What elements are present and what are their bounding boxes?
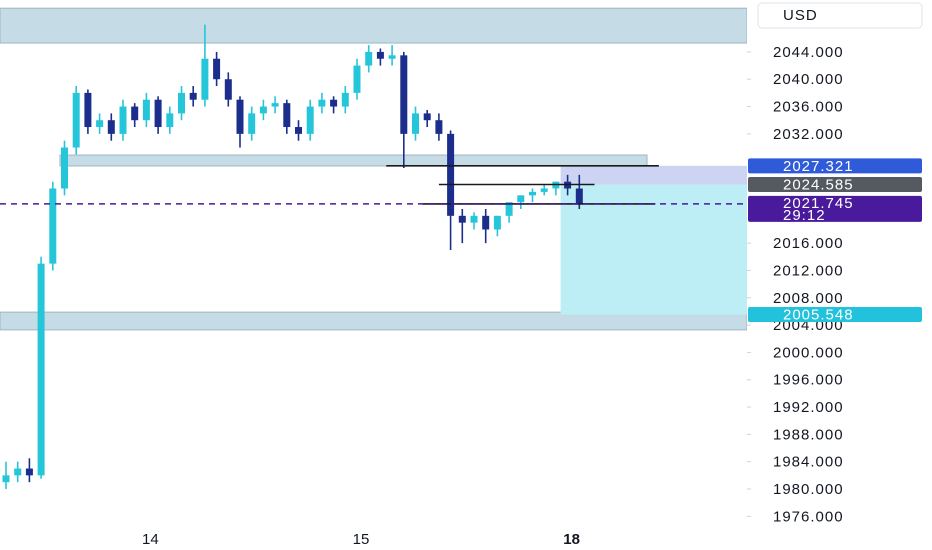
candle-body <box>283 103 291 128</box>
candle-body <box>2 475 10 483</box>
candle-body <box>201 58 209 100</box>
candle-body <box>493 215 501 230</box>
y-tick-label: 1996.000 <box>773 372 844 389</box>
candle-body <box>400 55 408 134</box>
zones <box>0 7 748 331</box>
position-tool <box>560 165 747 315</box>
candle-body <box>306 106 314 134</box>
price-badge <box>748 158 922 174</box>
candle-body <box>447 133 455 216</box>
candle-body <box>353 65 361 93</box>
y-tick-label: 1976.000 <box>773 508 844 525</box>
candle-body <box>96 120 104 128</box>
y-tick-label: 1980.000 <box>773 481 844 498</box>
candle-body <box>142 99 150 121</box>
candle-body <box>458 215 466 223</box>
y-tick-label: 2032.000 <box>773 126 844 143</box>
candle-body <box>517 195 525 203</box>
time-axis: 14 15 18 <box>142 531 580 548</box>
candle-body <box>271 103 279 107</box>
y-tick-label: 1988.000 <box>773 426 844 443</box>
candle-body <box>482 215 490 230</box>
candle-body <box>529 191 536 196</box>
zone <box>59 154 648 167</box>
y-tick-label: 1984.000 <box>773 454 844 471</box>
candle-body <box>14 468 22 476</box>
candle-body <box>259 106 267 114</box>
candle-body <box>412 113 419 134</box>
candles <box>2 24 583 490</box>
candle-body <box>178 92 185 114</box>
candle-body <box>224 79 232 100</box>
x-tick-label: 18 <box>563 531 580 548</box>
candle-body <box>330 99 338 107</box>
currency: USD <box>783 7 818 24</box>
price-axis: 1976.000 1980.000 1984.000 1988.000 1992.000… <box>747 44 844 525</box>
y-tick-label: 1992.000 <box>773 399 844 416</box>
price-axis-panel <box>747 0 932 550</box>
price-badge <box>748 195 922 222</box>
price-badge-label: 2021.745 <box>783 195 854 212</box>
candle-body <box>131 106 139 121</box>
candle-body <box>72 92 80 148</box>
price-badge-label: 2027.321 <box>783 158 854 175</box>
candle-body <box>295 127 302 134</box>
candle-body <box>49 188 57 264</box>
price-badge-label: 2024.585 <box>783 176 854 193</box>
candle-body <box>84 92 92 128</box>
candle-body <box>189 92 197 100</box>
y-tick-label: 2044.000 <box>773 44 844 61</box>
candle-body <box>37 263 45 476</box>
candle-body <box>423 113 431 121</box>
candle-body <box>318 99 326 107</box>
y-tick-label: 2016.000 <box>773 235 844 252</box>
candle-body <box>107 120 115 134</box>
candle-body <box>575 188 583 204</box>
candle-body <box>248 113 256 134</box>
y-tick-label: 2040.000 <box>773 71 844 88</box>
currency-box[interactable] <box>757 2 923 29</box>
y-tick-label: 2008.000 <box>773 290 844 307</box>
y-tick-label: 2012.000 <box>773 262 844 279</box>
x-tick-label: 15 <box>353 531 370 548</box>
target-area <box>560 165 747 185</box>
candle-body <box>236 99 244 134</box>
y-tick-label: 2000.000 <box>773 344 844 361</box>
candle-body <box>341 92 349 107</box>
x-tick-label: 14 <box>142 531 159 548</box>
candle-body <box>154 99 162 128</box>
candle-body <box>25 468 33 476</box>
price-badge-label: 2005.548 <box>783 306 854 323</box>
candle-body <box>119 106 127 134</box>
stop-area <box>560 184 747 315</box>
zone <box>0 7 748 44</box>
countdown: 29:12 <box>783 207 826 224</box>
candle-body <box>505 202 513 216</box>
candle-body <box>470 215 478 223</box>
price-badge <box>748 177 922 193</box>
price-badge <box>748 307 922 323</box>
candle-body <box>376 51 384 59</box>
candle-body <box>166 113 174 128</box>
candle-body <box>213 58 221 80</box>
zone <box>0 311 748 331</box>
candle-body <box>388 55 396 59</box>
y-tick-label: 2036.000 <box>773 99 844 116</box>
candle-body <box>61 147 68 189</box>
candle-body <box>435 120 443 134</box>
candle-body <box>365 51 373 66</box>
levels <box>0 165 747 205</box>
candle-body <box>540 188 548 192</box>
